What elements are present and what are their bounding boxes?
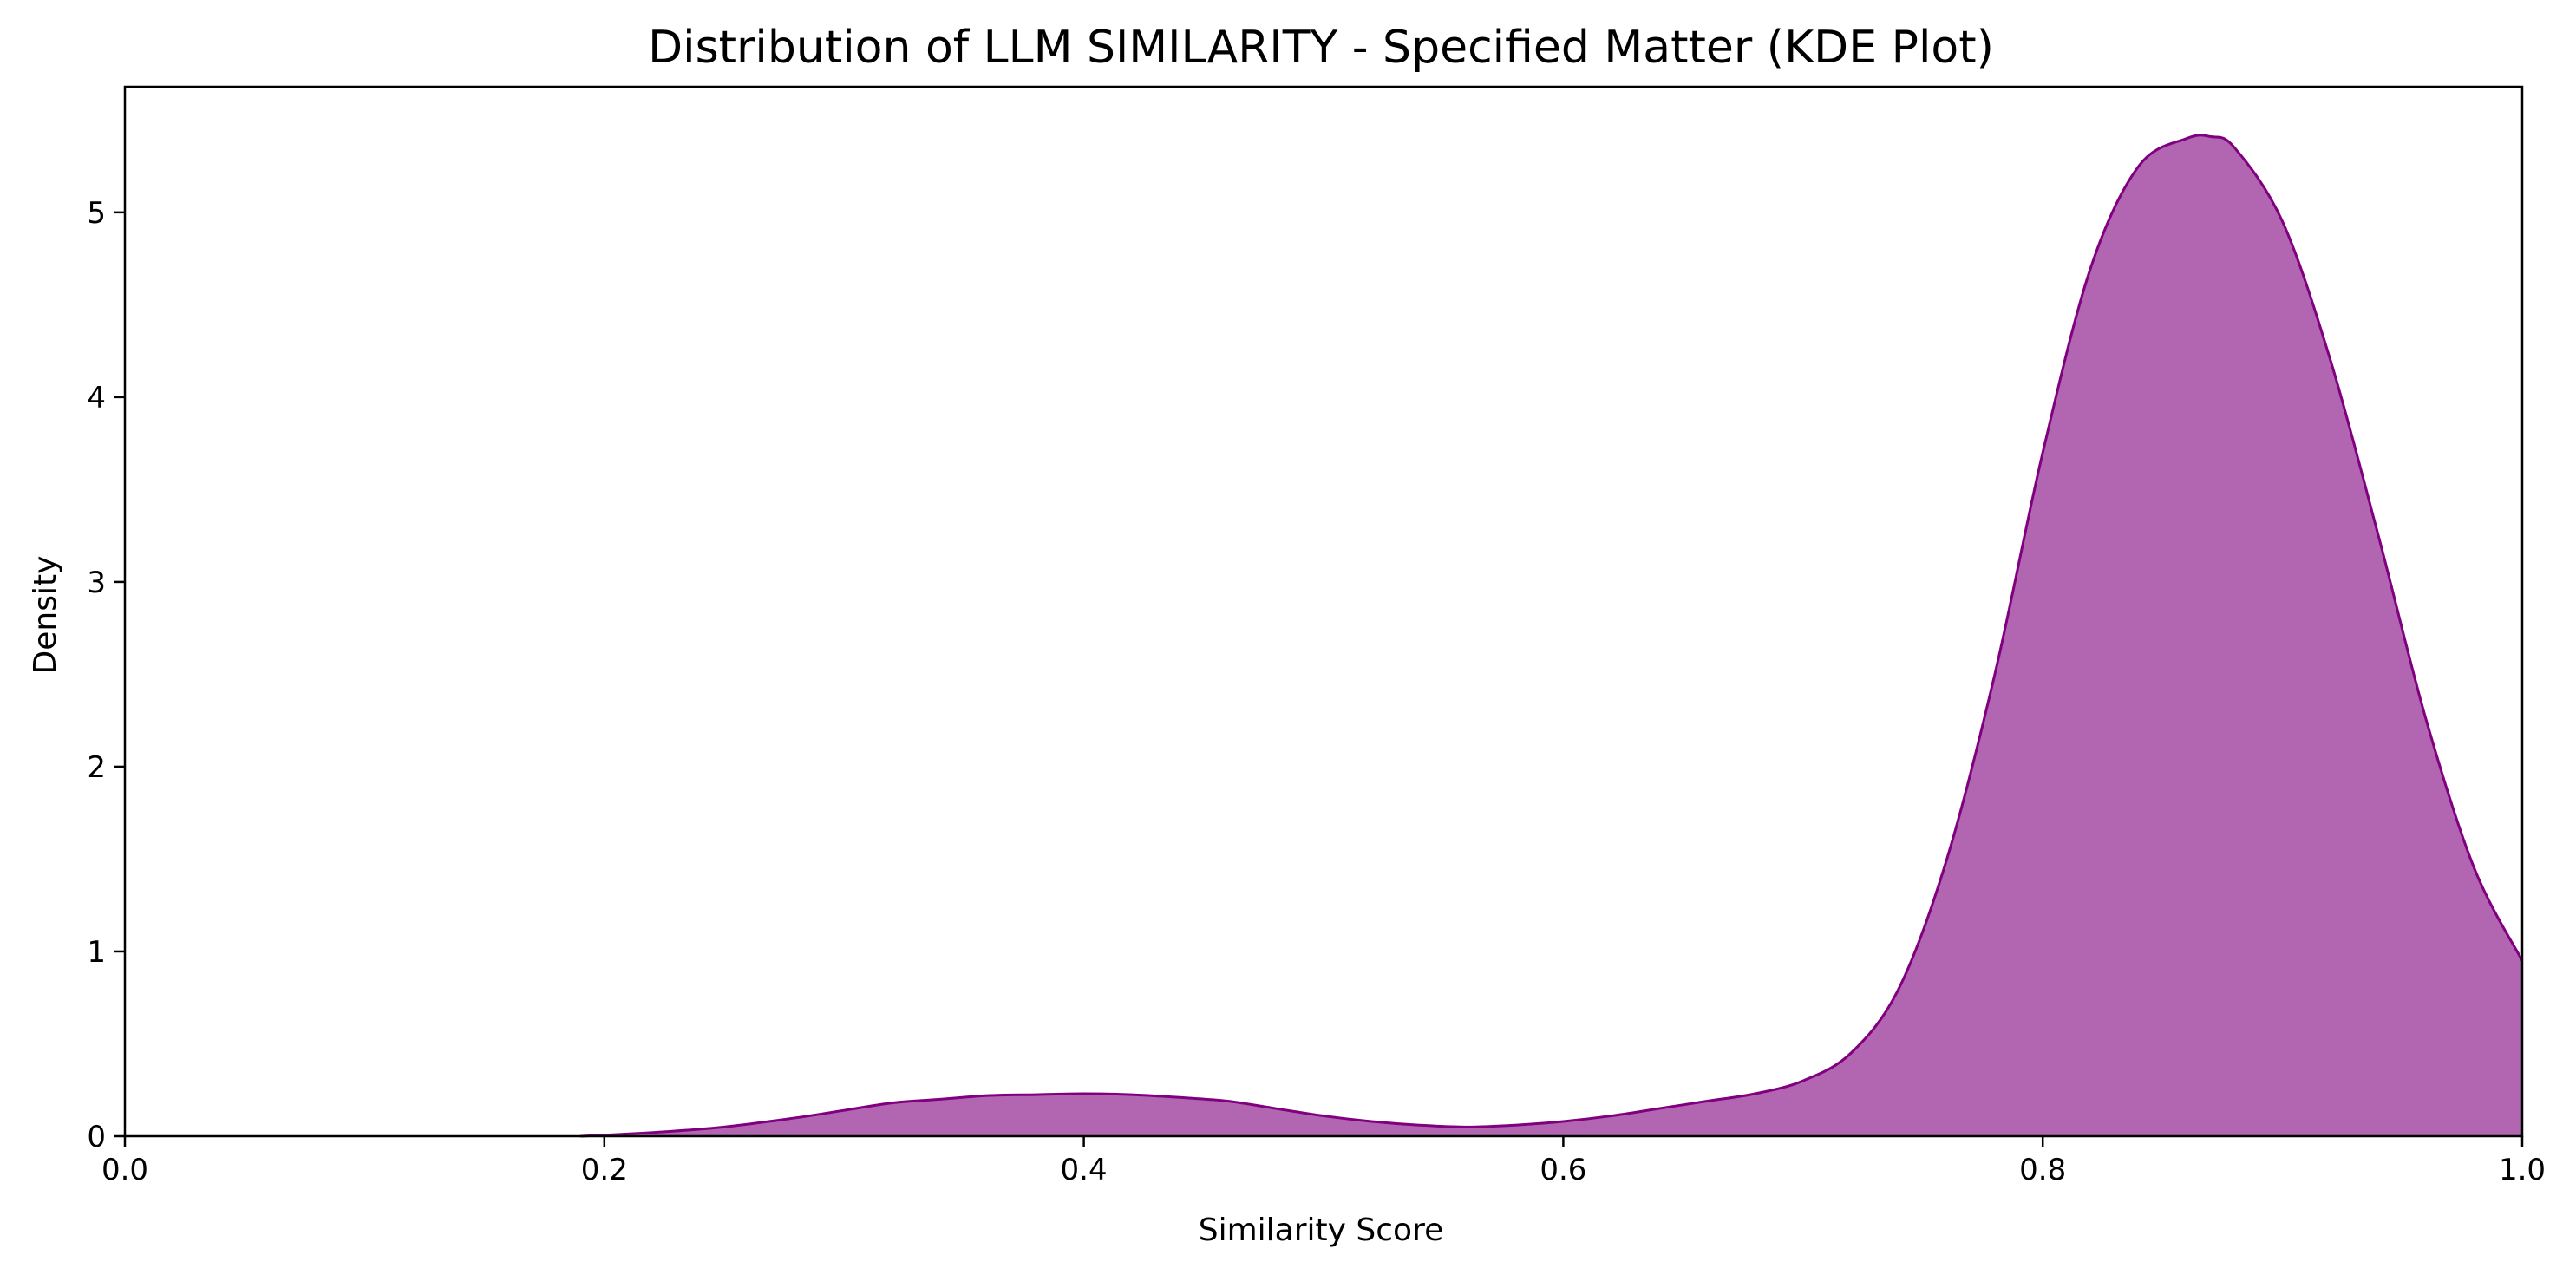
x-axis-title: Similarity Score — [1199, 1213, 1443, 1248]
x-tick-label: 0.0 — [101, 1153, 148, 1187]
y-tick-label: 2 — [87, 750, 106, 785]
x-tick-label: 0.8 — [2019, 1153, 2066, 1187]
x-tick-label: 0.4 — [1061, 1153, 1108, 1187]
density-line — [580, 134, 2524, 1138]
y-tick-label: 4 — [87, 381, 106, 415]
density-area — [580, 134, 2523, 1136]
y-tick-label: 1 — [87, 935, 106, 970]
y-axis-title: Density — [28, 556, 63, 675]
y-tick-label: 0 — [87, 1120, 106, 1154]
x-tick-label: 1.0 — [2499, 1153, 2546, 1187]
chart-title: Distribution of LLM SIMILARITY - Specifi… — [648, 22, 1994, 74]
y-tick-label: 5 — [87, 196, 106, 231]
x-tick-label: 0.6 — [1540, 1153, 1586, 1187]
axes: 0.0 0.2 0.4 0.6 0.8 1.0 0 1 2 3 4 5 — [87, 85, 2546, 1187]
plot-area — [580, 134, 2524, 1138]
plot-frame — [123, 85, 2524, 1138]
y-tick-label: 3 — [87, 566, 106, 600]
x-tick-label: 0.2 — [581, 1153, 628, 1187]
